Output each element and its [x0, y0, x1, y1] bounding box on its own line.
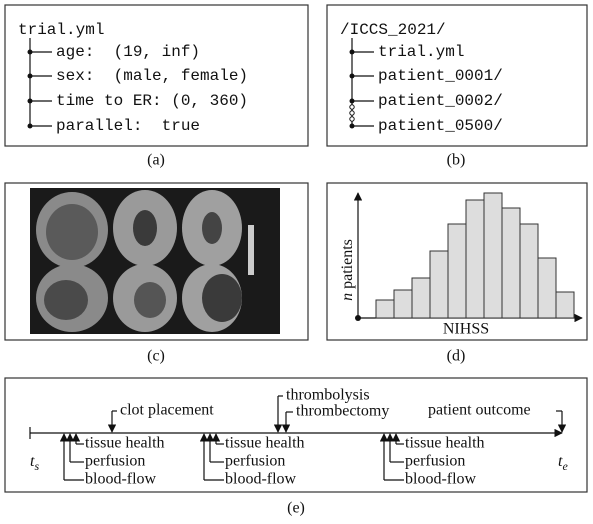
subscript: e	[562, 459, 568, 473]
tree-item: patient_0002/	[378, 92, 503, 110]
imaging-label: tissue health	[405, 435, 485, 452]
bar	[502, 208, 520, 318]
caption: (d)	[447, 348, 466, 365]
bar	[538, 258, 556, 318]
ellipsis-dot	[350, 111, 354, 115]
bar	[520, 224, 538, 318]
tree-item: patient_0001/	[378, 67, 503, 85]
time-symbol: te	[558, 453, 568, 473]
tree-root: /ICCS_2021/	[340, 21, 446, 39]
event-label: thrombolysis	[286, 387, 370, 404]
bar	[394, 290, 412, 318]
mri-image	[30, 188, 280, 334]
bar	[556, 292, 574, 318]
bar	[466, 200, 484, 318]
imaging-label: perfusion	[405, 453, 465, 470]
bar	[484, 193, 502, 318]
tree-root: trial.yml	[18, 21, 104, 39]
time-symbol: ts	[30, 453, 39, 473]
tree-item: patient_0500/	[378, 117, 503, 135]
y-axis-label: n patients	[339, 239, 356, 301]
event-label: patient outcome	[428, 402, 531, 419]
caption: (c)	[147, 348, 165, 365]
imaging-label: blood-flow	[405, 471, 477, 488]
y-axis-text: patients	[339, 239, 356, 289]
ellipsis-dot	[350, 117, 354, 121]
imaging-label: blood-flow	[225, 471, 297, 488]
figure: trial.yml age: (19, inf) sex: (male, femal…	[0, 0, 593, 524]
event-label: thrombectomy	[296, 403, 389, 420]
tree-item: time to ER: (0, 360)	[56, 92, 248, 110]
ellipsis-dot	[350, 105, 354, 109]
tree-item: sex: (male, female)	[56, 67, 248, 85]
y-axis-symbol: n	[339, 293, 356, 301]
imaging-label: tissue health	[225, 435, 305, 452]
bar	[448, 224, 466, 318]
tree-item: parallel: true	[56, 117, 200, 135]
bar	[430, 251, 448, 318]
imaging-label: blood-flow	[85, 471, 157, 488]
imaging-label: perfusion	[225, 453, 285, 470]
subscript: s	[34, 459, 39, 473]
imaging-label: perfusion	[85, 453, 145, 470]
caption: (b)	[447, 152, 466, 169]
caption: (a)	[147, 152, 165, 169]
origin-dot	[355, 315, 361, 321]
tree-item: age: (19, inf)	[56, 43, 200, 61]
caption: (e)	[287, 500, 305, 517]
imaging-label: tissue health	[85, 435, 165, 452]
tree-item: trial.yml	[378, 43, 464, 61]
event-label: clot placement	[120, 402, 214, 419]
bar	[412, 278, 430, 318]
x-axis-label: NIHSS	[443, 321, 489, 338]
bar	[376, 300, 394, 318]
